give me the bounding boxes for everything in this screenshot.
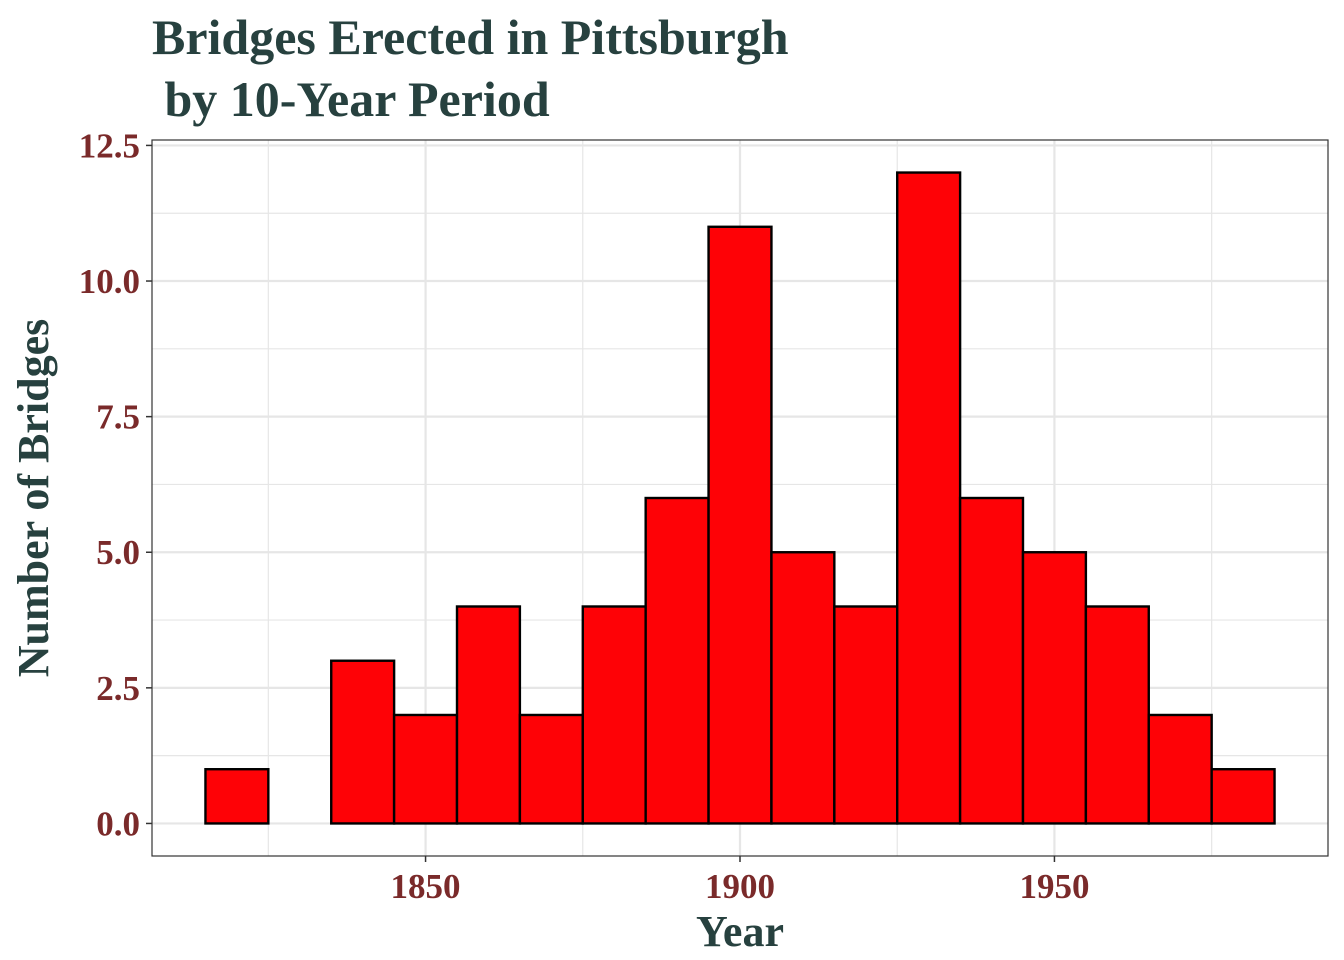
histogram-bar bbox=[707, 225, 773, 825]
y-tick-label: 2.5 bbox=[96, 669, 140, 708]
x-tick-label: 1900 bbox=[705, 867, 775, 906]
histogram-bar bbox=[958, 496, 1025, 825]
histogram-bar bbox=[896, 171, 962, 825]
histogram-bar bbox=[392, 713, 459, 825]
y-tick-label: 5.0 bbox=[96, 533, 140, 572]
y-tick-label: 12.5 bbox=[79, 126, 140, 165]
x-tick-label: 1950 bbox=[1019, 867, 1089, 906]
y-tick-label: 10.0 bbox=[79, 262, 140, 301]
histogram-bar bbox=[518, 713, 584, 825]
histogram-bar bbox=[1210, 768, 1276, 825]
x-axis: 1850 1900 1950 bbox=[391, 856, 1089, 906]
histogram-bar bbox=[1147, 713, 1213, 825]
histogram-bar bbox=[770, 551, 836, 825]
y-tick-label: 0.0 bbox=[96, 804, 140, 843]
histogram-bar bbox=[581, 605, 647, 825]
chart-title-line-1: Bridges Erected in Pittsburgh bbox=[152, 9, 789, 65]
x-tick-label: 1850 bbox=[391, 867, 461, 906]
chart-title-line-2: by 10-Year Period bbox=[152, 71, 550, 127]
histogram-bar bbox=[1021, 551, 1088, 825]
x-axis-title: Year bbox=[696, 907, 784, 956]
bars bbox=[204, 171, 1276, 825]
y-tick-label: 7.5 bbox=[96, 398, 140, 437]
histogram-bar bbox=[204, 768, 270, 825]
histogram-bar bbox=[644, 496, 710, 825]
histogram-bar bbox=[1084, 605, 1150, 825]
y-axis-title: Number of Bridges bbox=[9, 319, 58, 678]
y-axis: 0.0 2.5 5.0 7.5 10.0 12.5 bbox=[79, 126, 152, 843]
histogram-bar bbox=[330, 659, 396, 825]
histogram-bar bbox=[833, 605, 899, 825]
histogram-bar bbox=[455, 605, 522, 825]
